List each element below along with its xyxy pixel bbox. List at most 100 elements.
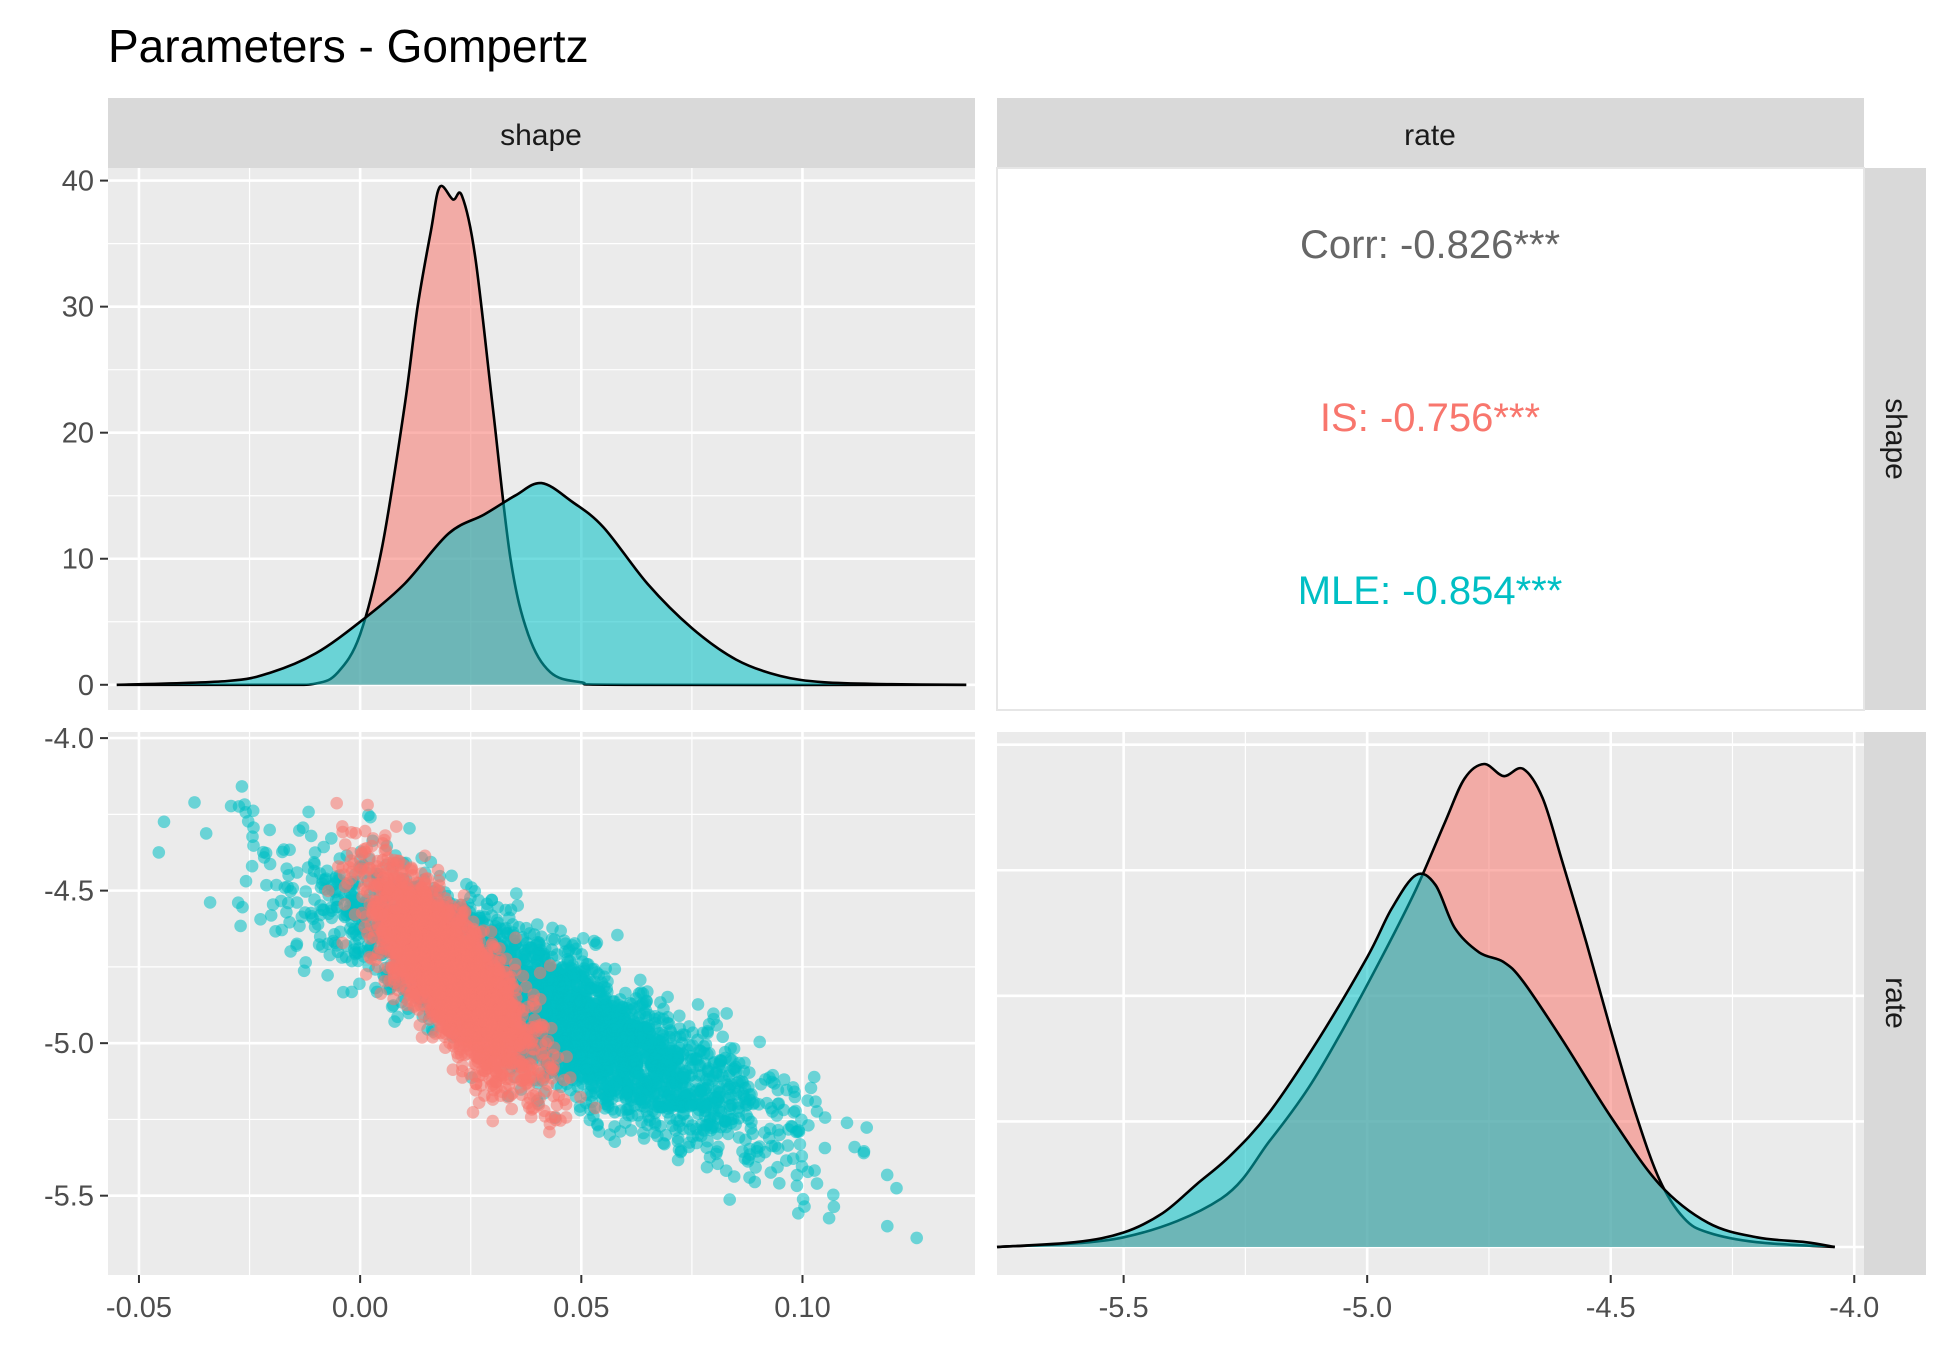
scatter-point-mle [860,1121,873,1134]
scatter-point-mle [827,1188,840,1202]
scatter-point-mle [274,894,288,908]
scatter-point-mle [677,1086,691,1100]
scatter-point-is [519,980,533,994]
scatter-point-mle [880,1168,894,1182]
scatter-point-mle [308,893,321,906]
scatter-point-mle [606,995,620,1008]
scatter-point-mle [910,1231,923,1245]
scatter-point-is [390,820,403,833]
scatter-point-mle [890,1181,903,1195]
scatter-point-mle [499,903,512,917]
scatter-point-mle [611,928,624,942]
scatter-point-mle [576,955,589,968]
scatter-point-mle [677,1107,691,1121]
scatter-point-mle [648,1052,661,1065]
scatter-point-mle [260,878,273,892]
scatter-point-mle [619,986,632,1000]
scatter-point-mle [619,1059,632,1072]
scatter-point-mle [602,1100,615,1113]
scatter-point-mle [840,1116,854,1130]
scatter-point-mle [284,885,297,898]
scatter-point-mle [564,1083,577,1097]
scatter-point-mle [732,1112,746,1125]
scatter-point-mle [792,1124,805,1137]
scatter-point-mle [719,1164,733,1177]
scatter-point-mle [602,1040,616,1053]
scatter-point-mle [674,1144,688,1158]
scatter-point-mle [722,1082,735,1096]
scatter-point-mle [299,885,313,898]
scatter-point-is [505,1102,518,1116]
strip-right-shape-bg [1864,168,1926,710]
scatter-point-mle [686,1039,699,1052]
scatter-point-mle [293,919,306,933]
scatter-point-mle [350,929,363,942]
scatter-point-mle [710,1019,724,1032]
scatter-point-mle [353,977,366,991]
scatter-point-mle [589,938,602,951]
scatter-point-mle [338,910,352,924]
scatter-point-is [574,1090,587,1104]
scatter-point-mle [625,1018,639,1031]
scatter-point-mle [818,1141,832,1155]
scatter-point-mle [633,999,646,1013]
scatter-point-mle [732,1101,745,1115]
scatter-point-mle [738,1056,751,1070]
scatter-point-mle [293,824,306,837]
scatter-point-is [589,1101,602,1115]
scatter-point-mle [592,968,606,981]
scatter-point-mle [634,1031,647,1044]
scatter-point-mle [263,823,277,837]
scatter-point-mle [743,1142,756,1156]
scatter-point-mle [771,1142,785,1155]
scatter-point-mle [810,1105,824,1118]
scatter-point-mle [304,829,318,843]
scatter-point-mle [703,1073,716,1086]
scatter-point-mle [580,1063,594,1077]
scatter-point-mle [520,921,533,935]
scatter-point-mle [566,959,579,972]
strip-right-rate-label: rate [1879,977,1912,1029]
scatter-point-mle [573,1103,587,1117]
scatter-point-mle [796,1192,810,1206]
scatter-point-mle [676,1028,690,1041]
scatter-point-mle [259,846,273,860]
scatter-point-mle [673,1009,686,1023]
scatter-point-mle [556,1017,569,1031]
scatter-point-mle [485,893,499,907]
scatter-point-mle [790,1168,804,1182]
scatter-point-mle [247,821,260,834]
scatter-point-mle [732,1131,746,1144]
scatter-point-mle [544,1012,558,1025]
scatter-point-is [345,826,358,839]
scatter-point-mle [711,1157,724,1171]
scatter-point-mle [642,1019,656,1032]
scatter-point-is [550,1098,564,1112]
scatter-point-mle [245,859,259,873]
strip-top-shape-label: shape [500,119,582,152]
scatter-point-mle [608,962,622,976]
strip-right-shape-label: shape [1879,398,1912,480]
scatter-point-mle [577,1039,591,1053]
scatter-point-mle [753,1035,766,1049]
scatter-point-mle [676,1047,690,1060]
scatter-point-mle [807,1070,821,1084]
scatter-point-mle [810,1177,824,1190]
scatter-point-mle [585,1079,599,1093]
scatter-point-mle [635,1115,648,1129]
scatter-point-mle [234,919,247,933]
scatter-point-mle [239,874,253,888]
scatter-point-mle [325,832,338,845]
scatter-point-mle [765,1075,779,1089]
scatter-point-mle [571,979,584,993]
scatter-point-mle [781,1139,795,1152]
scatter-point-mle [321,969,334,982]
scatter-point-mle [701,1025,714,1038]
scatter-point-mle [199,827,213,840]
scatter-point-mle [748,1096,761,1109]
scatter-point-mle [510,887,523,900]
scatter-point-mle [254,913,267,926]
scatter-point-mle [710,1084,723,1098]
scatter-point-mle [709,1147,723,1161]
scatter-point-mle [743,1171,756,1184]
